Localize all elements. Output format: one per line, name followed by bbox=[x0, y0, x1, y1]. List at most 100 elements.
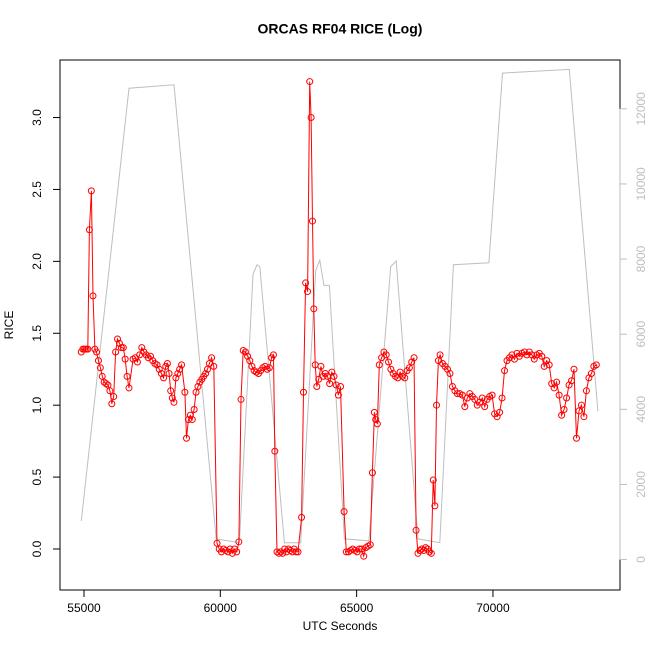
point bbox=[570, 365, 578, 373]
point bbox=[577, 401, 585, 409]
point bbox=[241, 348, 249, 356]
point bbox=[117, 344, 125, 352]
point bbox=[416, 546, 424, 554]
point bbox=[580, 413, 588, 421]
point bbox=[157, 370, 165, 378]
point bbox=[340, 508, 348, 516]
y-tick-label: 1.5 bbox=[30, 325, 44, 342]
point bbox=[587, 370, 595, 378]
point bbox=[181, 388, 189, 396]
point bbox=[310, 305, 318, 313]
point bbox=[401, 374, 409, 382]
point bbox=[299, 388, 307, 396]
point bbox=[94, 357, 102, 365]
point bbox=[102, 380, 110, 388]
point bbox=[355, 545, 363, 553]
point bbox=[433, 401, 441, 409]
point bbox=[176, 365, 184, 373]
point bbox=[368, 469, 376, 477]
point bbox=[170, 398, 178, 406]
chart-title: ORCAS RF04 RICE (Log) bbox=[258, 21, 423, 37]
point bbox=[366, 541, 374, 549]
point bbox=[498, 394, 506, 402]
y2-tick-label: 2000 bbox=[634, 471, 648, 498]
point bbox=[235, 538, 243, 546]
point bbox=[545, 361, 553, 369]
y-axis-label: RICE bbox=[2, 311, 16, 340]
point bbox=[553, 378, 561, 386]
point bbox=[84, 345, 92, 353]
point bbox=[167, 387, 175, 395]
point bbox=[540, 362, 548, 370]
point bbox=[328, 368, 336, 376]
point bbox=[582, 387, 590, 395]
point bbox=[496, 408, 504, 416]
point bbox=[168, 394, 176, 402]
series-line bbox=[80, 81, 597, 559]
point bbox=[323, 372, 331, 380]
point bbox=[592, 361, 600, 369]
point bbox=[326, 380, 334, 388]
point bbox=[125, 384, 133, 392]
point bbox=[279, 549, 287, 557]
point bbox=[550, 384, 558, 392]
point bbox=[163, 359, 171, 367]
point bbox=[358, 545, 366, 553]
y2-tick-label: 10000 bbox=[634, 167, 648, 201]
point bbox=[110, 393, 118, 401]
point bbox=[560, 405, 568, 413]
point bbox=[313, 382, 321, 390]
point bbox=[165, 370, 173, 378]
point bbox=[123, 372, 131, 380]
plot-box bbox=[59, 59, 621, 591]
point bbox=[446, 370, 454, 378]
series-line bbox=[80, 68, 599, 544]
point bbox=[304, 288, 312, 296]
point bbox=[138, 344, 146, 352]
y2-tick-label: 0 bbox=[634, 556, 648, 563]
point bbox=[425, 548, 433, 556]
point bbox=[178, 361, 186, 369]
point bbox=[106, 387, 114, 395]
point bbox=[572, 434, 580, 442]
point bbox=[481, 403, 489, 411]
point bbox=[202, 370, 210, 378]
point bbox=[89, 292, 97, 300]
point bbox=[153, 361, 161, 369]
y-tick-label: 2.5 bbox=[30, 181, 44, 198]
point bbox=[373, 420, 381, 428]
point bbox=[233, 548, 241, 556]
point bbox=[208, 354, 216, 362]
point bbox=[501, 367, 509, 375]
point bbox=[87, 187, 95, 195]
point bbox=[85, 226, 93, 234]
point bbox=[213, 539, 221, 547]
point bbox=[188, 416, 196, 424]
point bbox=[429, 476, 437, 484]
point bbox=[226, 545, 234, 553]
point bbox=[186, 411, 194, 419]
x-axis-label: UTC Seconds bbox=[303, 619, 378, 633]
point bbox=[410, 354, 418, 362]
point bbox=[453, 390, 461, 398]
y2-tick-label: 4000 bbox=[634, 396, 648, 423]
point bbox=[121, 355, 129, 363]
point bbox=[337, 382, 345, 390]
point bbox=[228, 549, 236, 557]
y2-tick-label: 6000 bbox=[634, 321, 648, 348]
point bbox=[334, 391, 342, 399]
point bbox=[147, 352, 155, 360]
point bbox=[360, 552, 368, 560]
point bbox=[436, 351, 444, 359]
y-tick-label: 2.0 bbox=[30, 253, 44, 270]
point bbox=[271, 447, 279, 455]
point bbox=[538, 352, 546, 360]
point bbox=[372, 416, 380, 424]
point bbox=[183, 434, 191, 442]
point bbox=[422, 544, 430, 552]
x-tick-label: 65000 bbox=[340, 601, 374, 615]
y-tick-label: 0.5 bbox=[30, 468, 44, 485]
y-tick-label: 0.0 bbox=[30, 540, 44, 557]
point bbox=[427, 549, 435, 557]
